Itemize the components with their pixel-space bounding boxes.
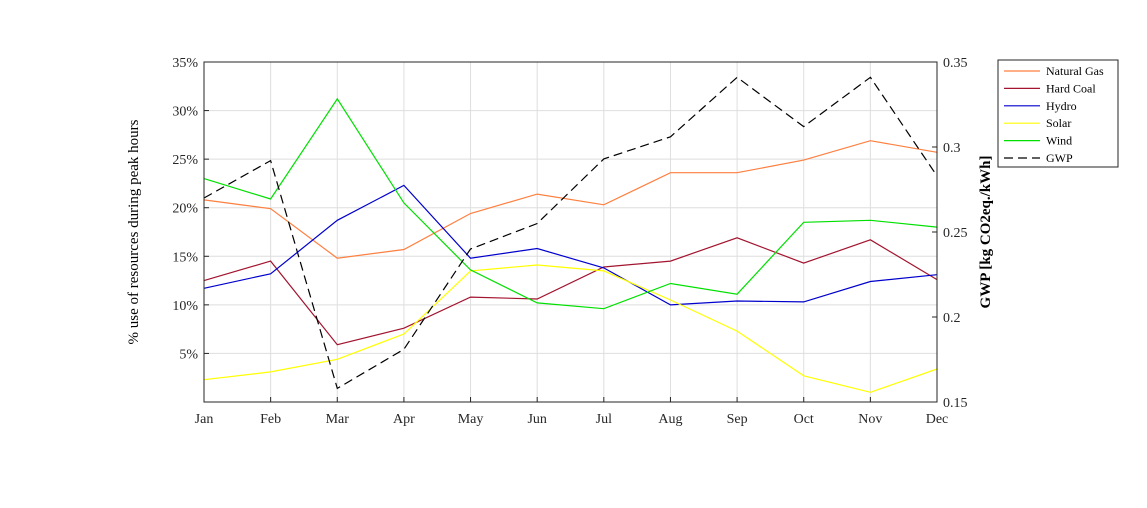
legend-label: GWP	[1046, 151, 1073, 165]
legend-label: Hard Coal	[1046, 81, 1096, 95]
x-tick-label: Aug	[658, 412, 682, 427]
right-y-axis-label: GWP [kg CO2eq./kWh]	[978, 156, 994, 309]
x-tick-label: Apr	[393, 412, 415, 427]
left-y-tick-label: 25%	[172, 153, 198, 168]
legend-label: Hydro	[1046, 99, 1077, 113]
series-line-gwp	[203, 76, 938, 390]
legend-label: Wind	[1046, 134, 1072, 148]
left-y-tick-label: 35%	[172, 56, 198, 71]
grid	[203, 61, 938, 402]
series-line-solar	[203, 264, 938, 393]
x-tick-label: Jul	[596, 412, 612, 427]
series-line-wind	[203, 97, 938, 310]
x-tick-label: Feb	[260, 412, 281, 427]
series-line-hydro	[203, 184, 938, 306]
right-y-axis-ticks: 0.15 0.2 0.25 0.3 0.35	[932, 56, 968, 411]
left-y-tick-label: 30%	[172, 105, 198, 120]
x-tick-label: May	[458, 412, 484, 427]
x-tick-label: Dec	[926, 412, 949, 427]
left-y-axis-ticks: 5% 10% 15% 20% 25% 30% 35%	[172, 56, 209, 362]
right-y-tick-label: 0.25	[943, 226, 968, 241]
legend-label: Solar	[1046, 116, 1071, 130]
right-y-tick-label: 0.15	[943, 396, 968, 411]
legend-label: Natural Gas	[1046, 64, 1104, 78]
right-y-tick-label: 0.2	[943, 311, 961, 326]
x-tick-label: Sep	[727, 412, 748, 427]
x-tick-label: Jun	[527, 412, 546, 427]
x-tick-label: Nov	[858, 412, 882, 427]
series-layer	[203, 76, 938, 393]
legend-box	[997, 59, 1119, 168]
plot-frame	[203, 61, 938, 403]
right-y-tick-label: 0.3	[943, 141, 961, 156]
x-tick-label: Oct	[794, 412, 814, 427]
left-y-tick-label: 5%	[179, 347, 198, 362]
left-y-axis-label: % use of resources during peak hours	[126, 119, 142, 344]
x-axis-ticks: Jan Feb Mar Apr May Jun Jul Aug Sep Oct Nov Dec	[195, 397, 949, 427]
left-y-tick-label: 10%	[172, 299, 198, 314]
x-tick-label: Jan	[195, 412, 214, 427]
series-line-natural-gas	[203, 140, 938, 259]
left-y-tick-label: 15%	[172, 250, 198, 265]
left-y-tick-label: 20%	[172, 202, 198, 217]
right-y-tick-label: 0.35	[943, 56, 968, 71]
series-line-hard-coal	[203, 237, 938, 346]
x-tick-label: Mar	[326, 412, 350, 427]
legend: Natural Gas Hard Coal Hydro Solar Wind GWP	[997, 59, 1119, 168]
